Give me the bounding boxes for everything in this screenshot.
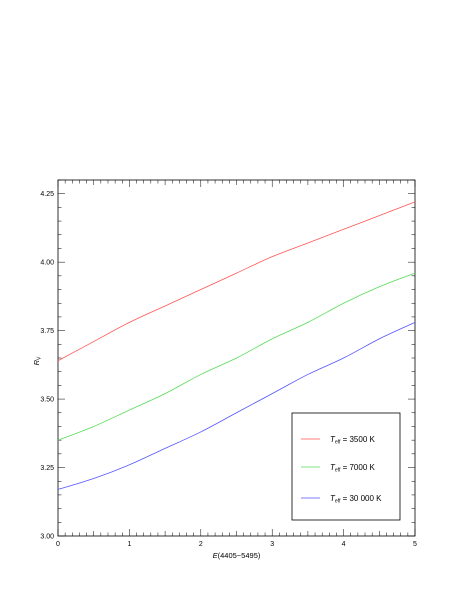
x-tick-label: 2 bbox=[199, 541, 203, 548]
legend-box bbox=[291, 412, 401, 521]
legend-entry: Teff = 3500 K bbox=[330, 435, 375, 446]
x-tick-label: 1 bbox=[127, 541, 131, 548]
y-tick-label: 4.25 bbox=[40, 191, 54, 198]
legend-entry: Teff = 7000 K bbox=[330, 463, 375, 474]
series-line bbox=[57, 201, 416, 362]
y-axis-label: RV bbox=[32, 356, 43, 365]
y-tick-label: 4.00 bbox=[40, 260, 54, 267]
y-tick-label: 3.25 bbox=[40, 465, 54, 472]
x-tick-label: 4 bbox=[342, 541, 346, 548]
x-tick-labels: 0 1 2 3 4 5 bbox=[56, 541, 417, 548]
y-tick-label: 3.75 bbox=[40, 328, 54, 335]
series-line bbox=[57, 322, 416, 490]
y-tick-label: 3.00 bbox=[40, 534, 54, 541]
y-tick-labels: 3.00 3.25 3.50 3.75 4.00 4.25 bbox=[40, 191, 54, 540]
x-axis-label: E(4405−5495) bbox=[213, 551, 261, 560]
x-tick-label: 0 bbox=[56, 541, 60, 548]
series-line bbox=[57, 272, 416, 441]
tick-marks bbox=[57, 179, 416, 537]
legend-entry: Teff = 30 000 K bbox=[330, 494, 382, 505]
x-tick-label: 5 bbox=[413, 541, 417, 548]
y-tick-label: 3.50 bbox=[40, 397, 54, 404]
x-tick-label: 3 bbox=[270, 541, 274, 548]
legend: Teff = 3500 K Teff = 7000 K Teff = 30 000 … bbox=[291, 412, 401, 521]
series-lines bbox=[57, 201, 416, 490]
